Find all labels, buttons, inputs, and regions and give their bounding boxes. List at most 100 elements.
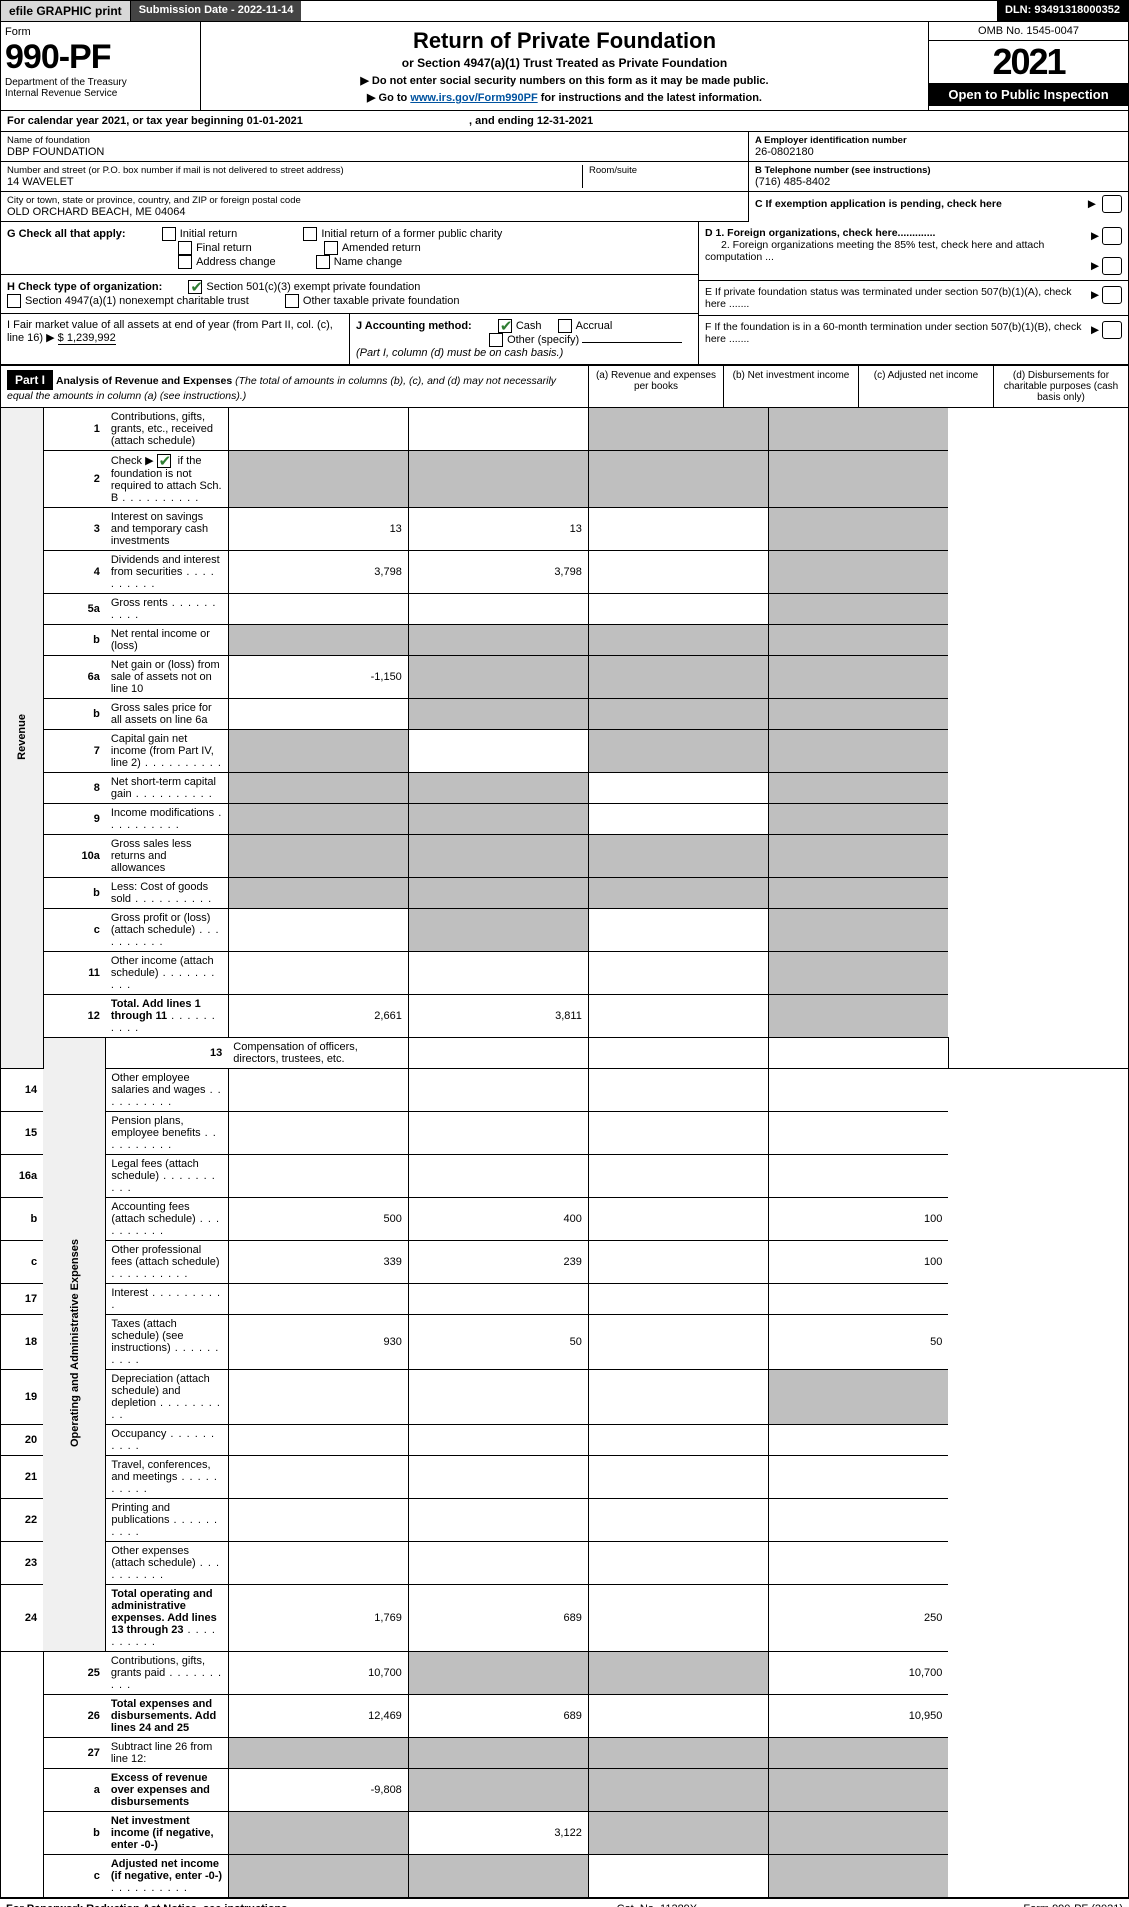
open-inspection: Open to Public Inspection bbox=[929, 83, 1128, 106]
tax-year: 2021 bbox=[929, 41, 1128, 83]
line-6a: Net gain or (loss) from sale of assets n… bbox=[106, 656, 228, 699]
line-16a: Legal fees (attach schedule) bbox=[106, 1155, 228, 1198]
part1-title: Analysis of Revenue and Expenses bbox=[56, 375, 232, 387]
arrow-icon: ▶ bbox=[1091, 289, 1099, 301]
f-checkbox[interactable] bbox=[1102, 321, 1122, 339]
4947a1-checkbox[interactable] bbox=[7, 294, 21, 308]
city-state-zip: OLD ORCHARD BEACH, ME 04064 bbox=[7, 206, 742, 218]
line-11: Other income (attach schedule) bbox=[106, 952, 228, 995]
col-a-header: (a) Revenue and expenses per books bbox=[588, 366, 723, 407]
accrual-checkbox[interactable] bbox=[558, 319, 572, 333]
e-checkbox[interactable] bbox=[1102, 286, 1122, 304]
d2-checkbox[interactable] bbox=[1102, 257, 1122, 275]
arrow-icon: ▶ bbox=[1091, 324, 1099, 336]
entity-info: Name of foundation DBP FOUNDATION Number… bbox=[0, 132, 1129, 222]
line-4: Dividends and interest from securities bbox=[106, 551, 228, 594]
arrow-icon: ▶ bbox=[1091, 230, 1099, 242]
cat-no: Cat. No. 11289X bbox=[290, 1903, 1023, 1907]
line-17: Interest bbox=[106, 1284, 228, 1315]
line-7: Capital gain net income (from Part IV, l… bbox=[106, 730, 228, 773]
line-16b: Accounting fees (attach schedule) bbox=[106, 1198, 228, 1241]
line-20: Occupancy bbox=[106, 1425, 228, 1456]
line-18: Taxes (attach schedule) (see instruction… bbox=[106, 1315, 228, 1370]
tel-value: (716) 485-8402 bbox=[755, 176, 1122, 188]
line-15: Pension plans, employee benefits bbox=[106, 1112, 228, 1155]
irs-link[interactable]: www.irs.gov/Form990PF bbox=[410, 92, 537, 104]
line-19: Depreciation (attach schedule) and deple… bbox=[106, 1370, 228, 1425]
exemption-pending-checkbox[interactable] bbox=[1102, 195, 1122, 213]
exemption-pending-label: C If exemption application is pending, c… bbox=[755, 198, 1088, 210]
city-label: City or town, state or province, country… bbox=[7, 195, 742, 206]
section-g: G Check all that apply: Initial return I… bbox=[1, 222, 698, 274]
line-12: Total. Add lines 1 through 11 bbox=[106, 995, 228, 1038]
expenses-side-label: Operating and Administrative Expenses bbox=[43, 1038, 106, 1652]
revenue-side-label: Revenue bbox=[1, 408, 44, 1069]
arrow-icon: ▶ bbox=[1088, 198, 1096, 210]
501c3-checkbox[interactable] bbox=[188, 280, 202, 294]
d1-label: D 1. Foreign organizations, check here..… bbox=[705, 227, 935, 239]
other-method-checkbox[interactable] bbox=[489, 333, 503, 347]
sections-g-to-j: G Check all that apply: Initial return I… bbox=[0, 222, 1129, 365]
g-label: G Check all that apply: bbox=[7, 228, 126, 240]
line-9: Income modifications bbox=[106, 804, 228, 835]
h-label: H Check type of organization: bbox=[7, 281, 162, 293]
line-27: Subtract line 26 from line 12: bbox=[106, 1738, 228, 1769]
j-note: (Part I, column (d) must be on cash basi… bbox=[356, 347, 563, 359]
page-footer: For Paperwork Reduction Act Notice, see … bbox=[0, 1898, 1129, 1907]
topbar: efile GRAPHIC print Submission Date - 20… bbox=[0, 0, 1129, 22]
form-header: Form 990-PF Department of the Treasury I… bbox=[0, 22, 1129, 110]
amended-return-checkbox[interactable] bbox=[324, 241, 338, 255]
col-b-header: (b) Net investment income bbox=[723, 366, 858, 407]
line-6b: Gross sales price for all assets on line… bbox=[106, 699, 228, 730]
dln: DLN: 93491318000352 bbox=[997, 1, 1128, 21]
part1-label: Part I bbox=[7, 370, 53, 390]
form-title: Return of Private Foundation bbox=[207, 28, 922, 54]
efile-print-button[interactable]: efile GRAPHIC print bbox=[1, 1, 131, 21]
line-13: Compensation of officers, directors, tru… bbox=[228, 1038, 408, 1069]
line-25: Contributions, gifts, grants paid bbox=[106, 1652, 228, 1695]
col-d-header: (d) Disbursements for charitable purpose… bbox=[993, 366, 1128, 407]
name-change-checkbox[interactable] bbox=[316, 255, 330, 269]
line-24: Total operating and administrative expen… bbox=[106, 1585, 228, 1652]
paperwork-notice: For Paperwork Reduction Act Notice, see … bbox=[6, 1903, 290, 1907]
e-label: E If private foundation status was termi… bbox=[705, 286, 1088, 310]
address-change-checkbox[interactable] bbox=[178, 255, 192, 269]
calendar-year-line: For calendar year 2021, or tax year begi… bbox=[0, 110, 1129, 132]
ein-value: 26-0802180 bbox=[755, 146, 1122, 158]
sections-d-e-f: D 1. Foreign organizations, check here..… bbox=[698, 222, 1128, 364]
line-10c: Gross profit or (loss) (attach schedule) bbox=[106, 909, 228, 952]
street-address: 14 WAVELET bbox=[7, 176, 582, 188]
cash-checkbox[interactable] bbox=[498, 319, 512, 333]
initial-return-checkbox[interactable] bbox=[162, 227, 176, 241]
line-10b: Less: Cost of goods sold bbox=[106, 878, 228, 909]
form-subtitle: or Section 4947(a)(1) Trust Treated as P… bbox=[207, 56, 922, 70]
line-16c: Other professional fees (attach schedule… bbox=[106, 1241, 228, 1284]
d1-checkbox[interactable] bbox=[1102, 227, 1122, 245]
part1-table: Revenue 1Contributions, gifts, grants, e… bbox=[0, 408, 1129, 1898]
foundation-name: DBP FOUNDATION bbox=[7, 146, 742, 158]
fmv-label: I Fair market value of all assets at end… bbox=[7, 319, 333, 344]
form-label: Form bbox=[5, 26, 196, 38]
form-ref: Form 990-PF (2021) bbox=[1023, 1903, 1123, 1907]
goto-line: ▶ Go to www.irs.gov/Form990PF for instru… bbox=[207, 91, 922, 104]
line-8: Net short-term capital gain bbox=[106, 773, 228, 804]
line-5a: Gross rents bbox=[106, 594, 228, 625]
initial-former-checkbox[interactable] bbox=[303, 227, 317, 241]
line-22: Printing and publications bbox=[106, 1499, 228, 1542]
other-taxable-checkbox[interactable] bbox=[285, 294, 299, 308]
schb-checkbox[interactable] bbox=[157, 454, 171, 468]
part1-header: Part I Analysis of Revenue and Expenses … bbox=[0, 365, 1129, 408]
fmv-value: $ 1,239,992 bbox=[58, 332, 116, 345]
addr-label: Number and street (or P.O. box number if… bbox=[7, 165, 582, 176]
line-26: Total expenses and disbursements. Add li… bbox=[106, 1695, 228, 1738]
line-5b: Net rental income or (loss) bbox=[106, 625, 228, 656]
ein-label: A Employer identification number bbox=[755, 135, 1122, 146]
ssn-warning: ▶ Do not enter social security numbers o… bbox=[207, 74, 922, 87]
section-h: H Check type of organization: Section 50… bbox=[1, 274, 698, 313]
tel-label: B Telephone number (see instructions) bbox=[755, 165, 1122, 176]
submission-date: Submission Date - 2022-11-14 bbox=[131, 1, 302, 21]
line-27c: Adjusted net income (if negative, enter … bbox=[106, 1855, 228, 1898]
final-return-checkbox[interactable] bbox=[178, 241, 192, 255]
col-c-header: (c) Adjusted net income bbox=[858, 366, 993, 407]
line-14: Other employee salaries and wages bbox=[106, 1069, 228, 1112]
